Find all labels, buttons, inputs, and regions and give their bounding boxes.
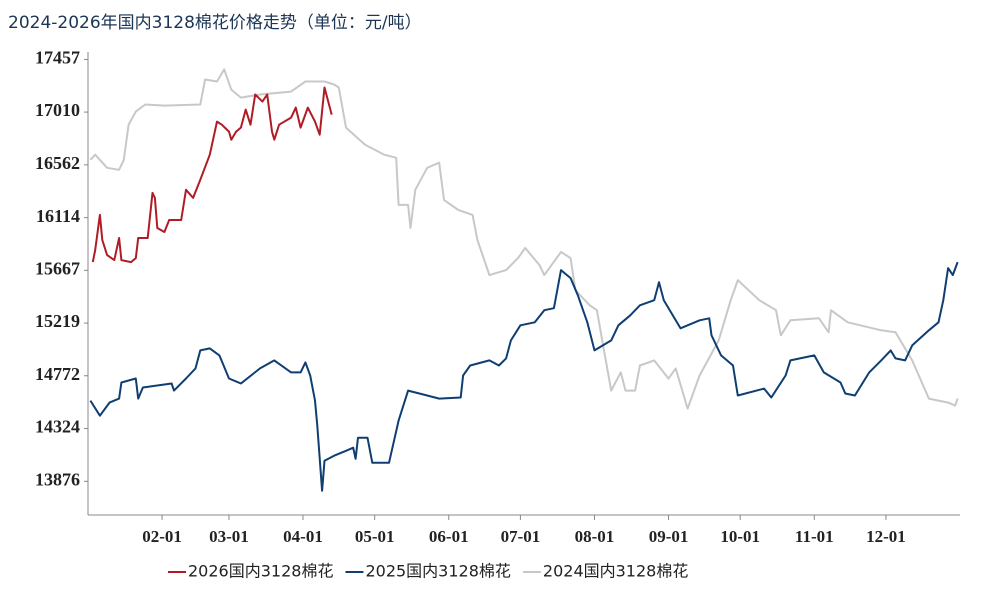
y-tick-label: 16562 [35,153,80,173]
y-tick-label: 17010 [35,100,80,120]
x-tick-label: 03-01 [209,527,249,546]
legend-label: 2024国内3128棉花 [543,562,688,581]
x-tick-label: 04-01 [283,527,323,546]
chart-title: 2024-2026年国内3128棉花价格走势（单位：元/吨） [8,13,422,33]
y-tick-label: 17457 [35,48,80,68]
legend-label: 2026国内3128棉花 [188,562,333,581]
y-tick-label: 14324 [35,417,80,437]
y-tick-label: 15219 [35,311,80,331]
x-tick-label: 05-01 [355,527,395,546]
x-tick-label: 07-01 [501,527,541,546]
series-line [91,86,333,264]
y-tick-label: 15667 [35,258,80,278]
legend-label: 2025国内3128棉花 [365,562,510,581]
x-tick-label: 06-01 [429,527,469,546]
x-tick-label: 02-01 [142,527,182,546]
y-tick-label: 16114 [36,206,80,226]
x-tick-label: 11-01 [795,527,834,546]
x-tick-label: 10-01 [720,527,760,546]
x-tick-label: 12-01 [866,527,906,546]
y-tick-label: 14772 [35,364,80,384]
x-tick-label: 08-01 [575,527,615,546]
series-line [89,68,959,410]
y-tick-label: 13876 [35,469,80,489]
x-tick-label: 09-01 [649,527,689,546]
series-line [89,261,959,492]
